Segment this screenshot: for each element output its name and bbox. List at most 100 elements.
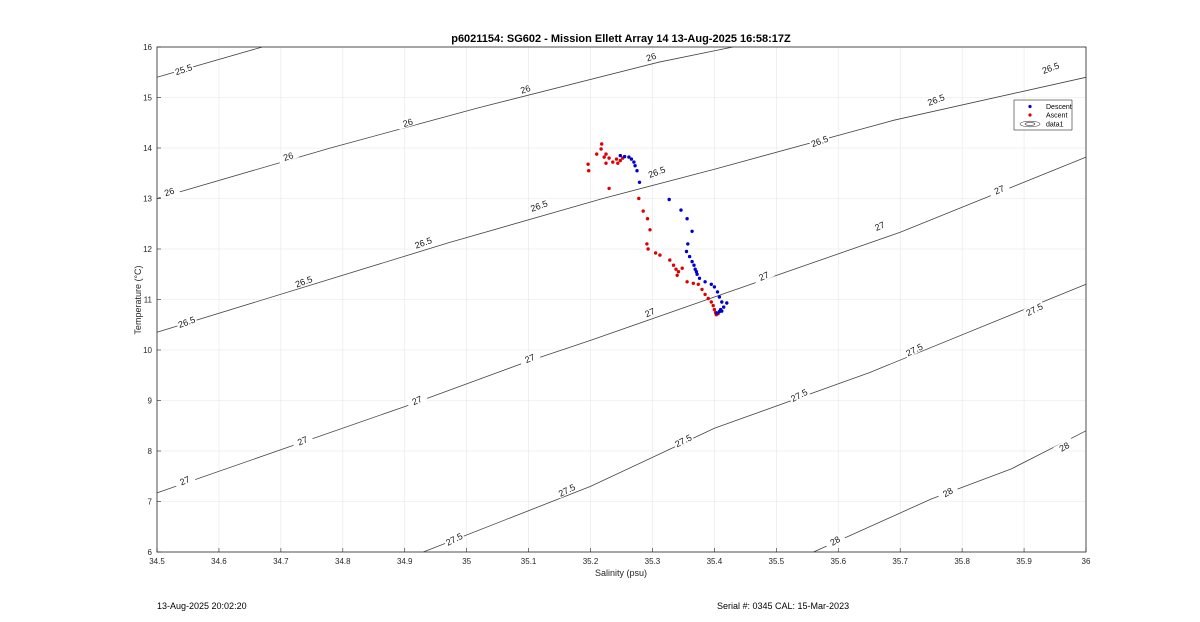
contour-label-bg xyxy=(158,184,181,199)
descent-point xyxy=(635,169,639,173)
ascent-point xyxy=(696,282,700,286)
ascent-point xyxy=(703,292,707,297)
descent-point xyxy=(712,285,717,289)
contour-label-bg xyxy=(443,530,466,548)
chart-title: p6021154: SG602 - Mission Ellett Array 1… xyxy=(451,33,791,45)
ascent-point xyxy=(645,242,649,246)
x-tick-label: 34.6 xyxy=(211,557,227,566)
y-tick-label: 13 xyxy=(143,195,152,204)
contour-label-bg xyxy=(925,91,947,108)
contour-label-bg xyxy=(936,483,959,501)
x-axis-ticks: 34.5 34.6 34.7 34.8 34.9 35 35.1 35.2 35.3 35.4 35… xyxy=(149,548,1091,566)
contour-line-27 xyxy=(156,156,1087,494)
contour-label: 26 xyxy=(282,150,295,163)
descent-point xyxy=(667,197,671,202)
ascent-point xyxy=(641,209,645,213)
contour-label-bg xyxy=(868,217,891,234)
descent-point xyxy=(690,259,694,264)
contour-label: 28 xyxy=(828,534,842,548)
legend-marker-ascent xyxy=(1028,113,1032,117)
contour-label-bg xyxy=(175,314,198,330)
descent-point xyxy=(722,305,726,309)
y-tick-label: 11 xyxy=(144,296,153,305)
contour-label: 27 xyxy=(993,183,1006,196)
contour-label: 26 xyxy=(163,186,176,199)
ascent-point xyxy=(700,287,704,292)
ascent-point xyxy=(671,263,676,267)
contour-line-26-5 xyxy=(156,76,1087,333)
x-tick-label: 35.2 xyxy=(583,557,599,566)
ascent-point xyxy=(685,280,689,284)
x-tick-label: 36 xyxy=(1082,557,1091,566)
x-tick-label: 35.8 xyxy=(954,557,970,566)
ascent-point xyxy=(600,142,604,146)
descent-point xyxy=(709,282,713,286)
contour-label-bg xyxy=(277,148,300,164)
descent-point xyxy=(692,263,696,267)
contour-line-26 xyxy=(156,46,734,199)
descent-point xyxy=(715,290,720,294)
contour-label-bg xyxy=(292,273,315,290)
ascent-point xyxy=(599,147,603,151)
contour-label: 27 xyxy=(178,474,191,487)
ascent-point xyxy=(648,228,652,232)
y-axis-ticks: 6 7 8 9 10 11 12 13 14 15 16 xyxy=(143,43,161,557)
ascent-point xyxy=(706,296,710,301)
ascent-point xyxy=(607,186,611,191)
descent-point xyxy=(695,272,699,276)
legend-box xyxy=(1013,99,1073,131)
descent-series xyxy=(618,153,729,315)
y-tick-label: 6 xyxy=(148,548,153,557)
ascent-point xyxy=(614,157,619,161)
descent-point xyxy=(686,242,690,246)
contour-label-bg xyxy=(412,234,435,251)
contour-label: 27 xyxy=(873,220,886,233)
x-tick-label: 35.5 xyxy=(769,557,785,566)
contour-label: 26 xyxy=(645,51,658,64)
ascent-point xyxy=(646,247,650,251)
contour-label-bg xyxy=(638,304,661,321)
contour-line-28 xyxy=(813,430,1087,553)
ascent-point xyxy=(675,273,679,277)
contour-label-bg xyxy=(808,133,831,149)
ascent-point xyxy=(712,307,717,312)
contour-label-bg xyxy=(173,472,196,489)
descent-point xyxy=(684,249,689,254)
legend: Descent Ascent data1 xyxy=(1013,99,1073,131)
descent-point xyxy=(717,295,722,299)
ascent-point xyxy=(604,152,608,156)
contour-label-bg xyxy=(640,49,662,64)
ascent-series xyxy=(586,142,720,317)
legend-marker-data1 xyxy=(1019,120,1041,128)
ascent-point xyxy=(676,270,681,274)
descent-point xyxy=(627,155,631,159)
contour-label: 27 xyxy=(643,306,656,319)
contour-label-bg xyxy=(903,341,926,359)
x-tick-label: 35.4 xyxy=(707,557,723,566)
x-tick-label: 34.7 xyxy=(273,557,289,566)
contour-label-bg xyxy=(824,531,846,550)
ascent-point xyxy=(595,152,599,156)
x-tick-label: 34.5 xyxy=(149,557,165,566)
contour-label-bg xyxy=(528,197,550,214)
contour-label-bg xyxy=(291,432,314,449)
contour-label: 28 xyxy=(941,486,955,500)
contour-label: 26 xyxy=(519,83,532,96)
descent-point xyxy=(717,309,722,314)
y-tick-label: 12 xyxy=(143,245,152,254)
ascent-point xyxy=(658,253,662,257)
descent-point xyxy=(629,157,634,161)
descent-point xyxy=(715,311,719,315)
ascent-point xyxy=(668,258,672,262)
contour-label: 27 xyxy=(296,434,309,447)
contour-label-bg xyxy=(1039,60,1062,76)
descent-point xyxy=(618,153,622,158)
descent-point xyxy=(703,280,707,284)
ascent-point xyxy=(602,155,606,159)
descent-point xyxy=(622,154,627,159)
y-tick-label: 14 xyxy=(143,144,152,153)
descent-point xyxy=(687,254,692,259)
ascent-point xyxy=(691,281,695,285)
x-tick-label: 35.1 xyxy=(521,557,537,566)
